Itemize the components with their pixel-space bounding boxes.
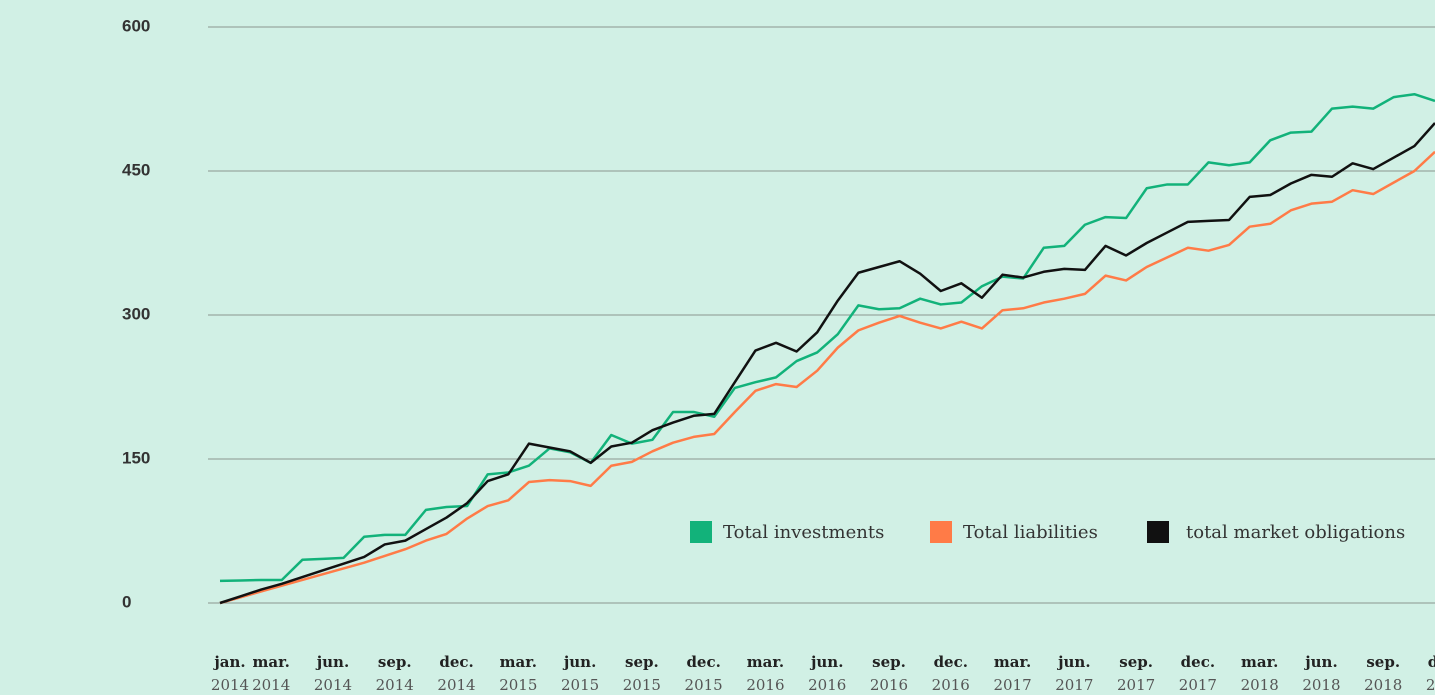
x-tick-label: jun. (315, 653, 349, 671)
x-tick-label: 2018 (1364, 676, 1402, 694)
legend-label: total market obligations (1186, 522, 1405, 543)
x-tick-label: sep. (1119, 653, 1153, 671)
legend-label: Total investments (723, 522, 884, 543)
x-tick-label: 2017 (1055, 676, 1093, 694)
x-tick-label: 2016 (870, 676, 908, 694)
line (219, 150, 1435, 605)
y-tick-label: 300 (122, 304, 150, 323)
x-tick-label: dec. (1428, 653, 1435, 671)
x-tick-label: mar. (253, 653, 290, 671)
x-tick-label: 2016 (746, 676, 784, 694)
x-tick-label: jun. (1303, 653, 1337, 671)
line (219, 92, 1435, 583)
x-tick-label: 2016 (808, 676, 846, 694)
x-tick-label: mar. (500, 653, 537, 671)
x-tick-label: dec. (1181, 653, 1215, 671)
x-tick-label: dec. (686, 653, 720, 671)
x-tick-label: sep. (872, 653, 906, 671)
x-tick-label: jan. (212, 653, 245, 671)
x-tick-label: mar. (994, 653, 1031, 671)
y-tick-label: 450 (122, 160, 150, 179)
x-tick-label: 2018 (1302, 676, 1340, 694)
y-tick-label: 150 (122, 448, 150, 467)
x-tick-label: 2015 (685, 676, 723, 694)
x-tick-label: sep. (625, 653, 659, 671)
x-tick-label: jun. (809, 653, 843, 671)
line (219, 122, 1435, 605)
x-tick-label: 2014 (252, 676, 290, 694)
x-tick-label: mar. (1241, 653, 1278, 671)
x-tick-label: dec. (439, 653, 473, 671)
x-tick-label: 2018 (1426, 676, 1435, 694)
legend-swatch (1147, 521, 1169, 543)
y-tick-label: 0 (122, 592, 131, 611)
x-tick-label: 2015 (561, 676, 599, 694)
x-tick-label: 2017 (993, 676, 1031, 694)
x-tick-label: dec. (934, 653, 968, 671)
x-tick-label: 2018 (1241, 676, 1279, 694)
legend-swatch (690, 521, 712, 543)
x-tick-label: 2016 (932, 676, 970, 694)
legend-swatch (930, 521, 952, 543)
legend-label: Total liabilities (963, 522, 1098, 543)
x-tick-label: 2015 (499, 676, 537, 694)
x-tick-label: 2014 (211, 676, 249, 694)
x-tick-label: 2014 (437, 676, 475, 694)
x-tick-label: mar. (747, 653, 784, 671)
y-tick-label: 600 (122, 16, 150, 35)
x-tick-label: sep. (378, 653, 412, 671)
x-tick-label: 2017 (1117, 676, 1155, 694)
x-tick-label: sep. (1366, 653, 1400, 671)
x-tick-label: 2015 (623, 676, 661, 694)
x-tick-label: jun. (562, 653, 596, 671)
x-tick-label: 2014 (376, 676, 414, 694)
x-tick-label: jun. (1056, 653, 1090, 671)
x-tick-label: 2017 (1179, 676, 1217, 694)
x-tick-label: 2014 (314, 676, 352, 694)
